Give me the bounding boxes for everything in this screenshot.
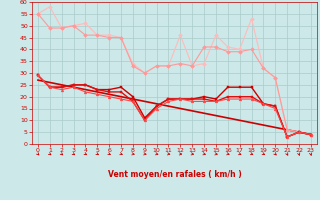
X-axis label: Vent moyen/en rafales ( km/h ): Vent moyen/en rafales ( km/h )	[108, 170, 241, 179]
